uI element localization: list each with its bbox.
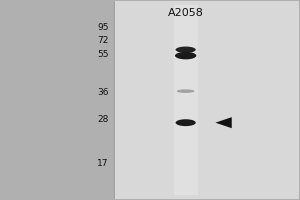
Bar (174, 5, 198, 195)
Polygon shape (215, 117, 232, 128)
Ellipse shape (176, 47, 196, 53)
Ellipse shape (177, 89, 195, 93)
Bar (114, 1, 298, 199)
Ellipse shape (175, 52, 196, 59)
Text: 72: 72 (97, 36, 108, 45)
Text: 28: 28 (97, 115, 108, 124)
Text: 17: 17 (97, 159, 108, 168)
Text: 36: 36 (97, 88, 108, 97)
Text: 95: 95 (97, 23, 108, 32)
Text: A2058: A2058 (168, 8, 204, 18)
Ellipse shape (176, 119, 196, 126)
Text: 55: 55 (97, 50, 108, 59)
